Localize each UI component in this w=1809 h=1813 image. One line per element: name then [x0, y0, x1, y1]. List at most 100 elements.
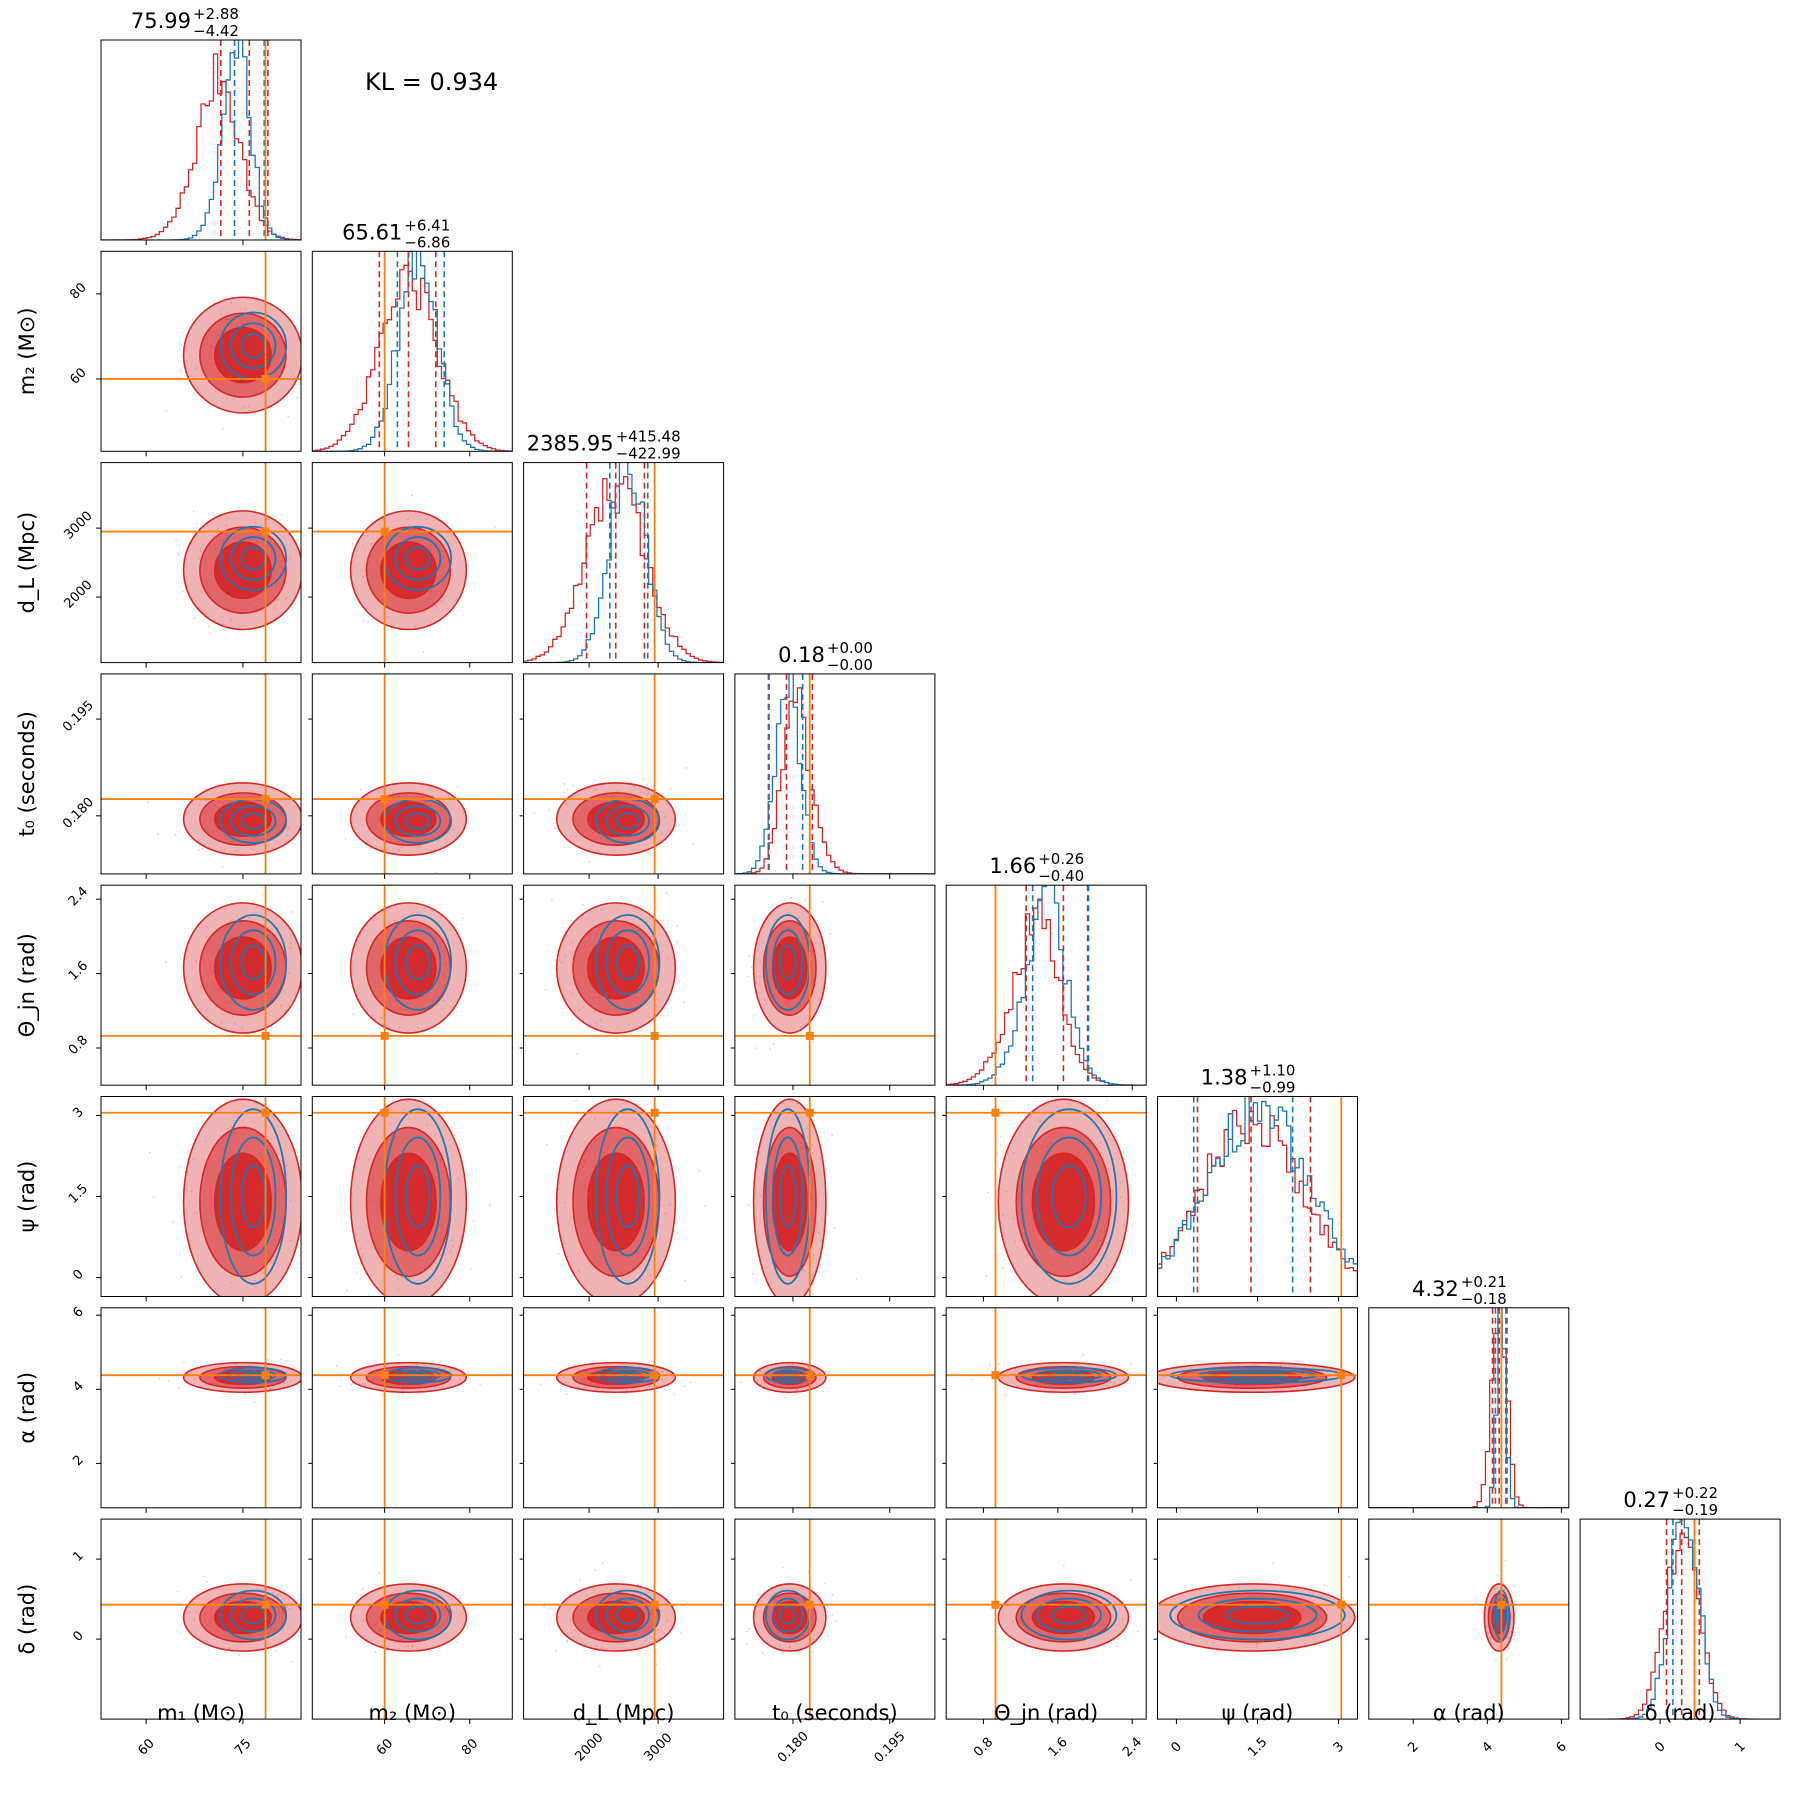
- red-scatter-point: [308, 1613, 310, 1615]
- red-scatter-point: [451, 1239, 453, 1242]
- red-scatter-point: [1002, 1267, 1004, 1270]
- panel-frame: [523, 1307, 725, 1509]
- red-scatter-point: [1323, 1584, 1326, 1587]
- red-scatter-point: [289, 947, 292, 950]
- y-tick-label: 60: [67, 365, 89, 387]
- panel-content: [1157, 1096, 1358, 1297]
- red-scatter-point: [1121, 1618, 1124, 1621]
- red-scatter-point: [419, 1389, 422, 1392]
- red-scatter-point: [219, 1365, 221, 1368]
- red-scatter-point: [651, 1360, 654, 1363]
- red-scatter-point: [1105, 1241, 1108, 1244]
- red-histogram-line: [734, 687, 935, 874]
- red-scatter-point: [627, 1023, 630, 1026]
- red-scatter-point: [178, 1387, 180, 1390]
- red-scatter-point: [1497, 1574, 1499, 1577]
- panel-content: [946, 885, 1147, 1086]
- red-scatter-point: [416, 1026, 419, 1028]
- red-scatter-point: [802, 1268, 805, 1271]
- red-scatter-point: [194, 1610, 197, 1613]
- blue-histogram-line: [734, 673, 935, 874]
- red-scatter-point: [672, 1165, 675, 1168]
- x-tick-label: 1: [1732, 1739, 1748, 1755]
- red-scatter-point: [274, 617, 277, 619]
- red-scatter-point: [423, 611, 426, 614]
- panel-frame: [523, 462, 725, 664]
- panel-content: [312, 1307, 513, 1508]
- red-scatter-point: [193, 1619, 196, 1622]
- red-scatter-point: [999, 1370, 1002, 1372]
- red-scatter-point: [1238, 1586, 1241, 1589]
- y-tick-label: 2.4: [66, 884, 91, 909]
- red-scatter-point: [293, 1366, 296, 1369]
- red-scatter-point: [411, 494, 413, 497]
- histogram-theta: 1.66 +0.26−0.40: [945, 850, 1147, 1091]
- red-histogram-line: [946, 898, 1147, 1086]
- histogram-title-minus: −0.40: [1038, 867, 1084, 885]
- truth-marker: [805, 1031, 814, 1040]
- contour-panel-psi-vs-delta: 0 1.5 3: [1139, 1518, 1358, 1760]
- red-scatter-point: [1139, 1609, 1141, 1611]
- red-scatter-point: [557, 1188, 560, 1191]
- contour-panel-t0-vs-delta: 0.180 0.195: [730, 1518, 936, 1766]
- red-scatter-point: [205, 612, 208, 615]
- contour-panel-m2-vs-delta: 60 80: [308, 1518, 513, 1759]
- red-scatter-point: [804, 1327, 806, 1329]
- red-scatter-point: [307, 943, 309, 945]
- red-scatter-point: [646, 793, 648, 796]
- panel-content: [101, 1096, 301, 1297]
- y-tick-label: 2000: [62, 578, 96, 612]
- red-scatter-point: [307, 593, 309, 595]
- red-scatter-point: [315, 1616, 317, 1618]
- blue-contour-level-3: [615, 1164, 640, 1229]
- panel-content: [523, 1519, 724, 1720]
- red-scatter-point: [610, 1588, 613, 1591]
- contour-panel-theta-vs-delta: 0.8 1.6 2.4: [942, 1518, 1147, 1760]
- red-scatter-point: [212, 793, 214, 796]
- histogram-title-plus: +0.21: [1461, 1273, 1507, 1291]
- red-scatter-point: [825, 1370, 827, 1373]
- red-scatter-point: [238, 1654, 241, 1657]
- histogram-title-plus: +2.88: [193, 5, 239, 23]
- red-scatter-point: [1315, 1641, 1317, 1644]
- contour-panel-m1-vs-delta: 0 1 60 75: [70, 1518, 317, 1759]
- truth-marker: [650, 1600, 659, 1609]
- red-scatter-point: [291, 1660, 294, 1663]
- red-scatter-point: [253, 1401, 256, 1404]
- red-scatter-point: [747, 954, 750, 957]
- blue-contour-level-1: [595, 1108, 661, 1285]
- y-tick-label: 6: [70, 1305, 86, 1321]
- red-scatter-point: [435, 604, 438, 607]
- truth-marker: [261, 1371, 270, 1380]
- red-contour-level-3: [587, 936, 645, 1000]
- red-scatter-point: [598, 1665, 601, 1668]
- red-scatter-point: [683, 1001, 686, 1003]
- truth-marker: [261, 795, 270, 804]
- red-scatter-point: [226, 517, 229, 520]
- panel-content: [312, 462, 513, 663]
- blue-histogram-line: [1157, 1096, 1358, 1297]
- red-scatter-point: [176, 1590, 179, 1593]
- x-axis-label-m1: m₁ (M⊙): [157, 1701, 245, 1725]
- red-scatter-point: [194, 1378, 196, 1381]
- red-scatter-point: [479, 1383, 482, 1386]
- contour-panel-theta-vs-psi: [942, 1096, 1147, 1302]
- red-scatter-point: [673, 1392, 676, 1395]
- panel-content: [101, 251, 301, 452]
- red-scatter-point: [812, 1253, 815, 1256]
- blue-contour-level-2: [394, 1136, 442, 1257]
- red-scatter-point: [180, 369, 183, 372]
- red-scatter-point: [241, 406, 244, 409]
- red-scatter-point: [640, 1278, 642, 1281]
- truth-marker: [261, 1108, 270, 1117]
- red-scatter-point: [1490, 1642, 1493, 1644]
- red-scatter-point: [619, 895, 622, 898]
- histogram-title-plus: +0.26: [1038, 850, 1084, 868]
- contour-panel-m2-vs-alpha: [308, 1307, 513, 1513]
- y-axis-label-t0: t₀ (seconds): [15, 711, 39, 837]
- red-scatter-point: [989, 1363, 991, 1366]
- contour-panel-m2-vs-psi: [308, 1096, 513, 1302]
- red-scatter-point: [1012, 1151, 1015, 1154]
- red-scatter-point: [637, 1583, 639, 1586]
